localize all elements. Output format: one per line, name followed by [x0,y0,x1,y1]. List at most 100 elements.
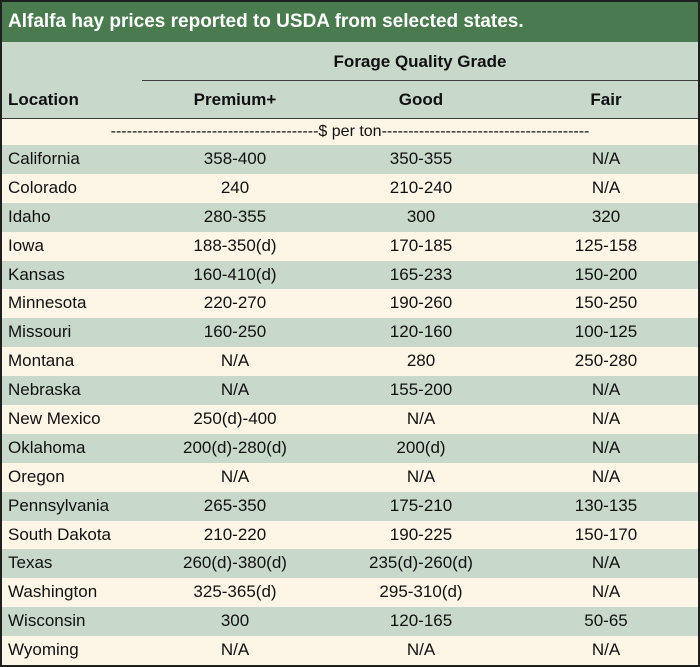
cell-location: California [8,149,80,168]
column-header-fair: Fair [590,90,622,109]
cell-location: Iowa [8,235,44,255]
cell-premium: 210-220 [203,524,267,544]
cell-fair: N/A [591,553,621,573]
cell-premium: 200(d)-280(d) [183,437,287,457]
cell-fair: 150-250 [574,293,638,313]
unit-label-row: ---------------------------------------$… [2,118,698,145]
cell-premium: 220-270 [203,293,267,313]
cell-fair: N/A [591,582,621,602]
cell-location: Oklahoma [8,437,86,457]
table-row: Missouri 160-250 120-160 100-125 [2,318,698,348]
cell-premium: N/A [220,351,250,371]
cell-fair: N/A [591,409,621,429]
cell-location: Oregon [8,466,65,486]
cell-fair: 150-170 [574,524,638,544]
cell-premium: 260(d)-380(d) [183,553,287,573]
table-title: Alfalfa hay prices reported to USDA from… [2,2,698,42]
cell-location: Washington [8,582,98,602]
cell-good: 175-210 [389,495,453,515]
cell-good: 190-225 [389,524,453,544]
cell-location: Colorado [8,177,77,197]
table-row: Wisconsin 300 120-165 50-65 [2,607,698,637]
cell-location: Minnesota [8,293,87,313]
table-row: Kansas 160-410(d) 165-233 150-200 [2,260,698,290]
table-row: Texas 260(d)-380(d) 235(d)-260(d) N/A [2,549,698,579]
cell-fair: 150-200 [574,264,638,284]
cell-good: N/A [406,409,436,429]
cell-good: 120-165 [389,611,453,631]
cell-premium: N/A [220,640,250,660]
cell-premium: 300 [220,611,250,631]
cell-location: South Dakota [8,524,112,544]
cell-good: 295-310(d) [379,582,463,602]
cell-good: 200(d) [396,437,446,457]
table-row: Nebraska N/A 155-200 N/A [2,376,698,406]
cell-fair: N/A [591,177,621,197]
cell-location: Pennsylvania [8,495,110,515]
cell-good: 210-240 [389,177,453,197]
cell-location: Wyoming [8,640,79,660]
table-row: Pennsylvania 265-350 175-210 130-135 [2,491,698,521]
cell-location: New Mexico [8,409,101,429]
cell-fair: N/A [591,380,621,400]
cell-fair: N/A [591,437,621,457]
cell-location: Missouri [8,322,72,342]
cell-location: Nebraska [8,380,81,400]
table-row: Washington 325-365(d) 295-310(d) N/A [2,578,698,608]
table-body: California 358-400 350-355 N/A Colorado 240 21… [2,145,698,666]
cell-fair: 320 [591,206,621,226]
cell-premium: N/A [220,380,250,400]
cell-fair: 250-280 [574,351,638,371]
cell-good: 165-233 [389,264,453,284]
table-row: Idaho 280-355 300 320 [2,202,698,232]
cell-fair: N/A [591,640,621,660]
cell-fair: 100-125 [574,322,638,342]
cell-location: Wisconsin [8,611,86,631]
cell-fair: 50-65 [584,611,628,631]
cell-good: 190-260 [389,293,453,313]
cell-premium: 240 [220,177,250,197]
cell-premium: 160-410(d) [193,264,277,284]
cell-premium: N/A [220,466,250,486]
table-row: Colorado 240 210-240 N/A [2,173,698,203]
header-divider [142,80,698,81]
table-row: California 358-400 350-355 N/A [2,145,698,174]
table-header: Forage Quality Grade Location Premium+ G… [2,42,698,118]
cell-good: 120-160 [389,322,453,342]
table-row: Oklahoma 200(d)-280(d) 200(d) N/A [2,433,698,463]
cell-location: Montana [8,351,75,371]
table-row: Wyoming N/A N/A N/A [2,636,698,666]
column-header-location: Location [8,90,79,109]
cell-location: Texas [8,553,53,573]
cell-good: N/A [406,640,436,660]
cell-good: 300 [406,206,436,226]
cell-location: Kansas [8,264,65,284]
table-row: Oregon N/A N/A N/A [2,462,698,492]
cell-fair: 130-135 [574,495,638,515]
cell-location: Idaho [8,206,51,226]
cell-good: 235(d)-260(d) [369,553,473,573]
cell-good: 350-355 [389,149,453,168]
table-row: Montana N/A 280 250-280 [2,347,698,377]
cell-fair: N/A [591,466,621,486]
unit-label: ---------------------------------------$… [110,123,590,140]
cell-fair: N/A [591,149,621,168]
cell-good: N/A [406,466,436,486]
cell-good: 170-185 [389,235,453,255]
forage-quality-grade-label: Forage Quality Grade [333,52,507,71]
cell-premium: 160-250 [203,322,267,342]
cell-fair: 125-158 [574,235,638,255]
cell-premium: 188-350(d) [193,235,277,255]
cell-good: 280 [406,351,436,371]
table-row: South Dakota 210-220 190-225 150-170 [2,520,698,550]
cell-premium: 265-350 [203,495,267,515]
column-header-good: Good [398,90,444,109]
cell-good: 155-200 [389,380,453,400]
cell-premium: 358-400 [203,149,267,168]
column-header-premium: Premium+ [193,90,277,109]
cell-premium: 280-355 [203,206,267,226]
table-row: Minnesota 220-270 190-260 150-250 [2,289,698,319]
table-row: New Mexico 250(d)-400 N/A N/A [2,405,698,434]
cell-premium: 250(d)-400 [193,409,277,429]
